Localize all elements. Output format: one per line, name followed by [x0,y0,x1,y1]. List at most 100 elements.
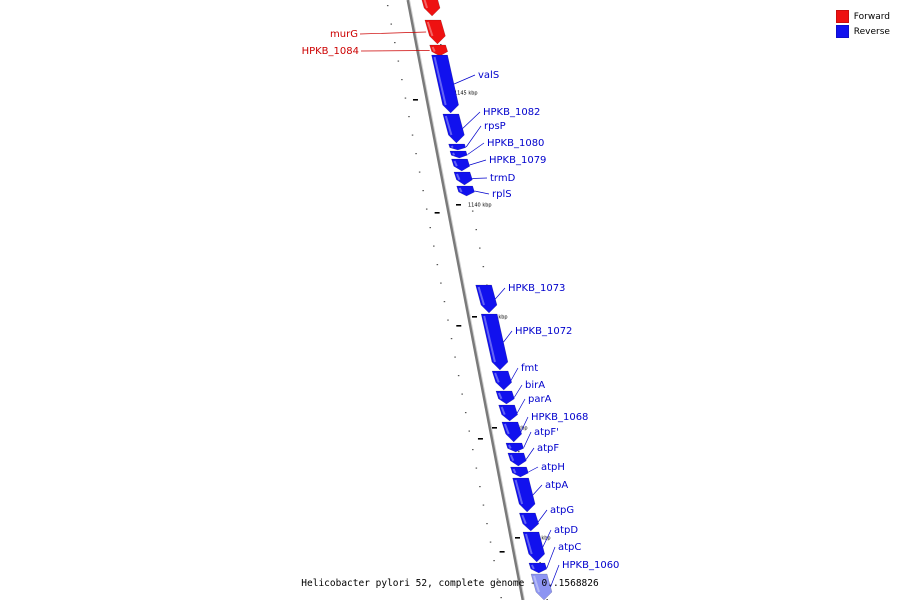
gene-label-HPKB_1084[interactable]: HPKB_1084 [302,46,359,57]
gene-block-rplS[interactable] [456,185,475,197]
leader-line [462,111,481,129]
leader-line [453,74,476,85]
tick-dot [475,467,478,469]
tick-dot [479,247,481,249]
gene-label-HPKB_1068[interactable]: HPKB_1068 [531,412,588,423]
gene-block-valS[interactable] [431,54,459,114]
gene-label-HPKB_1073[interactable]: HPKB_1073 [508,283,565,294]
gene-label-atpF'[interactable]: atpF' [534,427,559,438]
backbone-highlight [409,0,525,600]
tick-dot [454,356,456,358]
tick-dot [447,319,449,321]
gene-label-atpG[interactable]: atpG [550,505,574,516]
tick-dot [386,5,389,7]
gene-block-HPKB_1079[interactable] [451,158,471,172]
tick-dot [472,449,474,451]
gene-block-fmt[interactable] [491,370,513,391]
gene-block-shine [512,468,517,474]
gene-block-shine [525,533,533,555]
legend-item-forward: Forward [835,9,890,24]
gene-block-atpG[interactable] [518,512,540,532]
scale-label: 1145 kbp [454,91,478,97]
gene-block-shine [433,56,447,106]
leader-line [469,159,487,166]
gene-block-parA[interactable] [498,404,518,422]
legend-label-reverse: Reverse [853,26,890,37]
tick-dot [518,451,520,453]
gene-block-murG[interactable] [424,19,446,45]
gene-block-HPKB_1080[interactable] [449,150,468,159]
leader-line [532,484,543,496]
tick-dot [425,208,428,210]
gene-labels: murG HPKB_1084 valS HPKB_1082 rpsP HPKB_1080 H… [302,29,619,588]
major-tick [434,212,440,214]
gene-label-HPKB_1082[interactable]: HPKB_1082 [483,107,540,118]
gene-label-birA[interactable]: birA [525,380,545,391]
tick-dot [401,79,403,81]
gene-label-HPKB_1080[interactable]: HPKB_1080 [487,138,544,149]
gene-label-HPKB_1060[interactable]: HPKB_1060 [562,560,619,571]
gene-block-HPKB_1068[interactable] [501,421,523,443]
gene-label-fmt[interactable]: fmt [521,363,538,374]
leader-line [525,447,535,460]
tick-dot [457,375,460,377]
gene-block-shine [450,145,454,149]
tick-dot [493,560,495,562]
gene-block-birA[interactable] [495,390,515,405]
gene-block-HPKB_1082[interactable] [442,113,465,144]
gene-block-atpA[interactable] [512,477,536,513]
gene-block-shine [458,187,463,193]
tick-dot [394,42,396,44]
gene-label-rplS[interactable]: rplS [492,189,512,200]
gene-label-atpF[interactable]: atpF [537,443,559,454]
gene-label-atpH[interactable]: atpH [541,462,565,473]
gene-block-atpH[interactable] [510,466,529,478]
gene-block-atpF[interactable] [507,452,527,467]
tick-dot [429,227,432,229]
legend-item-reverse: Reverse [835,24,890,39]
leader-line [550,564,560,588]
gene-block-HPKB_1084[interactable] [429,44,449,57]
gene-label-atpD[interactable]: atpD [554,525,578,536]
gene-block-HPKB_1060[interactable] [530,573,553,600]
tick-dot [539,562,541,564]
gene-block-trmD[interactable] [453,171,473,186]
gene-label-rpsP[interactable]: rpsP [484,121,506,132]
major-tick [477,438,483,440]
gene-label-parA[interactable]: parA [528,394,552,405]
scale-tick [515,537,520,539]
leader-line [467,142,485,155]
tick-dot [450,338,453,340]
gene-block-atpC[interactable] [528,562,548,574]
gene-block-shine [444,115,453,136]
gene-block-atpD[interactable] [522,531,545,563]
gene-block-shine [456,173,461,181]
genome-backbone [406,0,525,600]
tick-dot [496,578,499,580]
reverse-swatch [835,25,849,38]
leader-line [520,416,529,433]
gene-label-HPKB_1072[interactable]: HPKB_1072 [515,326,572,337]
gene-label-murG[interactable]: murG [330,29,358,40]
gene-block-shine [426,21,434,37]
gene-block-forward-partial[interactable] [419,0,441,17]
backbone-line [406,0,525,600]
gene-block-rpsP[interactable] [448,143,467,151]
leader-line [516,398,526,414]
gene-block-atpF'[interactable] [505,442,524,453]
leader-line [360,50,430,52]
leader-line [503,330,513,343]
major-tick [412,99,418,101]
gene-block-HPKB_1073[interactable] [475,284,498,314]
gene-label-trmD[interactable]: trmD [490,173,516,184]
gene-label-atpC[interactable]: atpC [558,542,581,553]
gene-label-valS[interactable]: valS [478,70,499,81]
leader-line [537,509,548,523]
gene-label-atpA[interactable]: atpA [545,480,568,491]
gene-block-shine [431,46,436,53]
gene-label-HPKB_1079[interactable]: HPKB_1079 [489,155,546,166]
tick-dot [482,504,485,506]
leader-line [472,177,488,179]
gene-block-HPKB_1072[interactable] [480,313,509,371]
